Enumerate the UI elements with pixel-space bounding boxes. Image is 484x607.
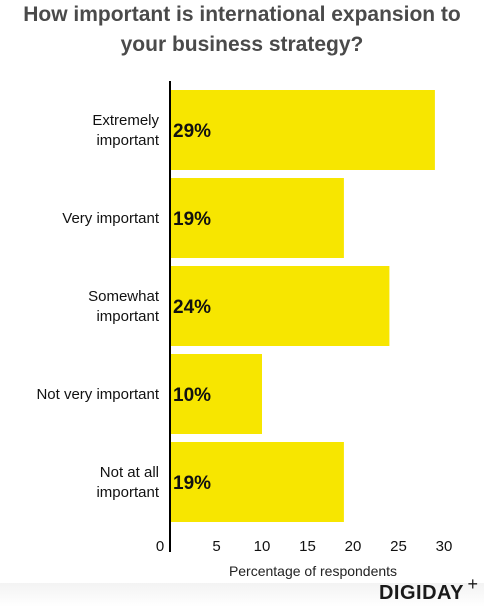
category-label-line: Very important bbox=[62, 210, 160, 227]
category-label: Not at all important bbox=[96, 464, 159, 501]
category-label-line: Not very important bbox=[36, 386, 159, 403]
bar bbox=[171, 442, 344, 522]
category-label-line: important bbox=[96, 132, 159, 149]
x-tick-label: 5 bbox=[212, 538, 220, 555]
digiday-logo: DIGIDAY bbox=[378, 582, 464, 604]
bar-value-label: 29% bbox=[173, 121, 211, 142]
bar bbox=[171, 354, 262, 434]
category-label-line: Not at all bbox=[100, 464, 159, 481]
bar-value-label: 10% bbox=[173, 385, 211, 406]
x-tick-label: 20 bbox=[345, 538, 362, 555]
chart-title-line-2: your business strategy? bbox=[120, 33, 364, 56]
bars-layer: 29% 19% 24% 10% 19% bbox=[171, 90, 435, 522]
category-label: Extremely important bbox=[92, 112, 160, 149]
x-tick-label: 10 bbox=[254, 538, 271, 555]
category-labels: Extremely important Very important Somewhat… bbox=[36, 112, 159, 501]
chart-title: How important is international expansion… bbox=[0, 0, 484, 60]
x-tick-label: 0 bbox=[156, 538, 164, 555]
x-tick-label: 25 bbox=[390, 538, 407, 555]
footer-band bbox=[0, 583, 484, 607]
category-label-line: important bbox=[96, 308, 159, 325]
category-label: Very important bbox=[62, 210, 160, 227]
category-label: Not very important bbox=[36, 386, 159, 403]
chart-title-line-1: How important is international expansion… bbox=[23, 3, 461, 26]
x-tick-label: 30 bbox=[436, 538, 453, 555]
x-axis-ticks: 0 5 10 15 20 25 30 bbox=[156, 538, 453, 555]
x-tick-label: 15 bbox=[299, 538, 316, 555]
bar-value-label: 24% bbox=[173, 297, 211, 318]
category-label-line: Extremely bbox=[92, 112, 159, 129]
category-label-line: Somewhat bbox=[88, 288, 160, 305]
plus-icon: + bbox=[467, 574, 478, 594]
category-label-line: important bbox=[96, 484, 159, 501]
category-label: Somewhat important bbox=[88, 288, 160, 325]
bar bbox=[171, 266, 390, 346]
bar bbox=[171, 178, 344, 258]
bar bbox=[171, 90, 435, 170]
bar-value-label: 19% bbox=[173, 209, 211, 230]
x-axis-label: Percentage of respondents bbox=[229, 563, 397, 579]
bar-value-label: 19% bbox=[173, 473, 211, 494]
